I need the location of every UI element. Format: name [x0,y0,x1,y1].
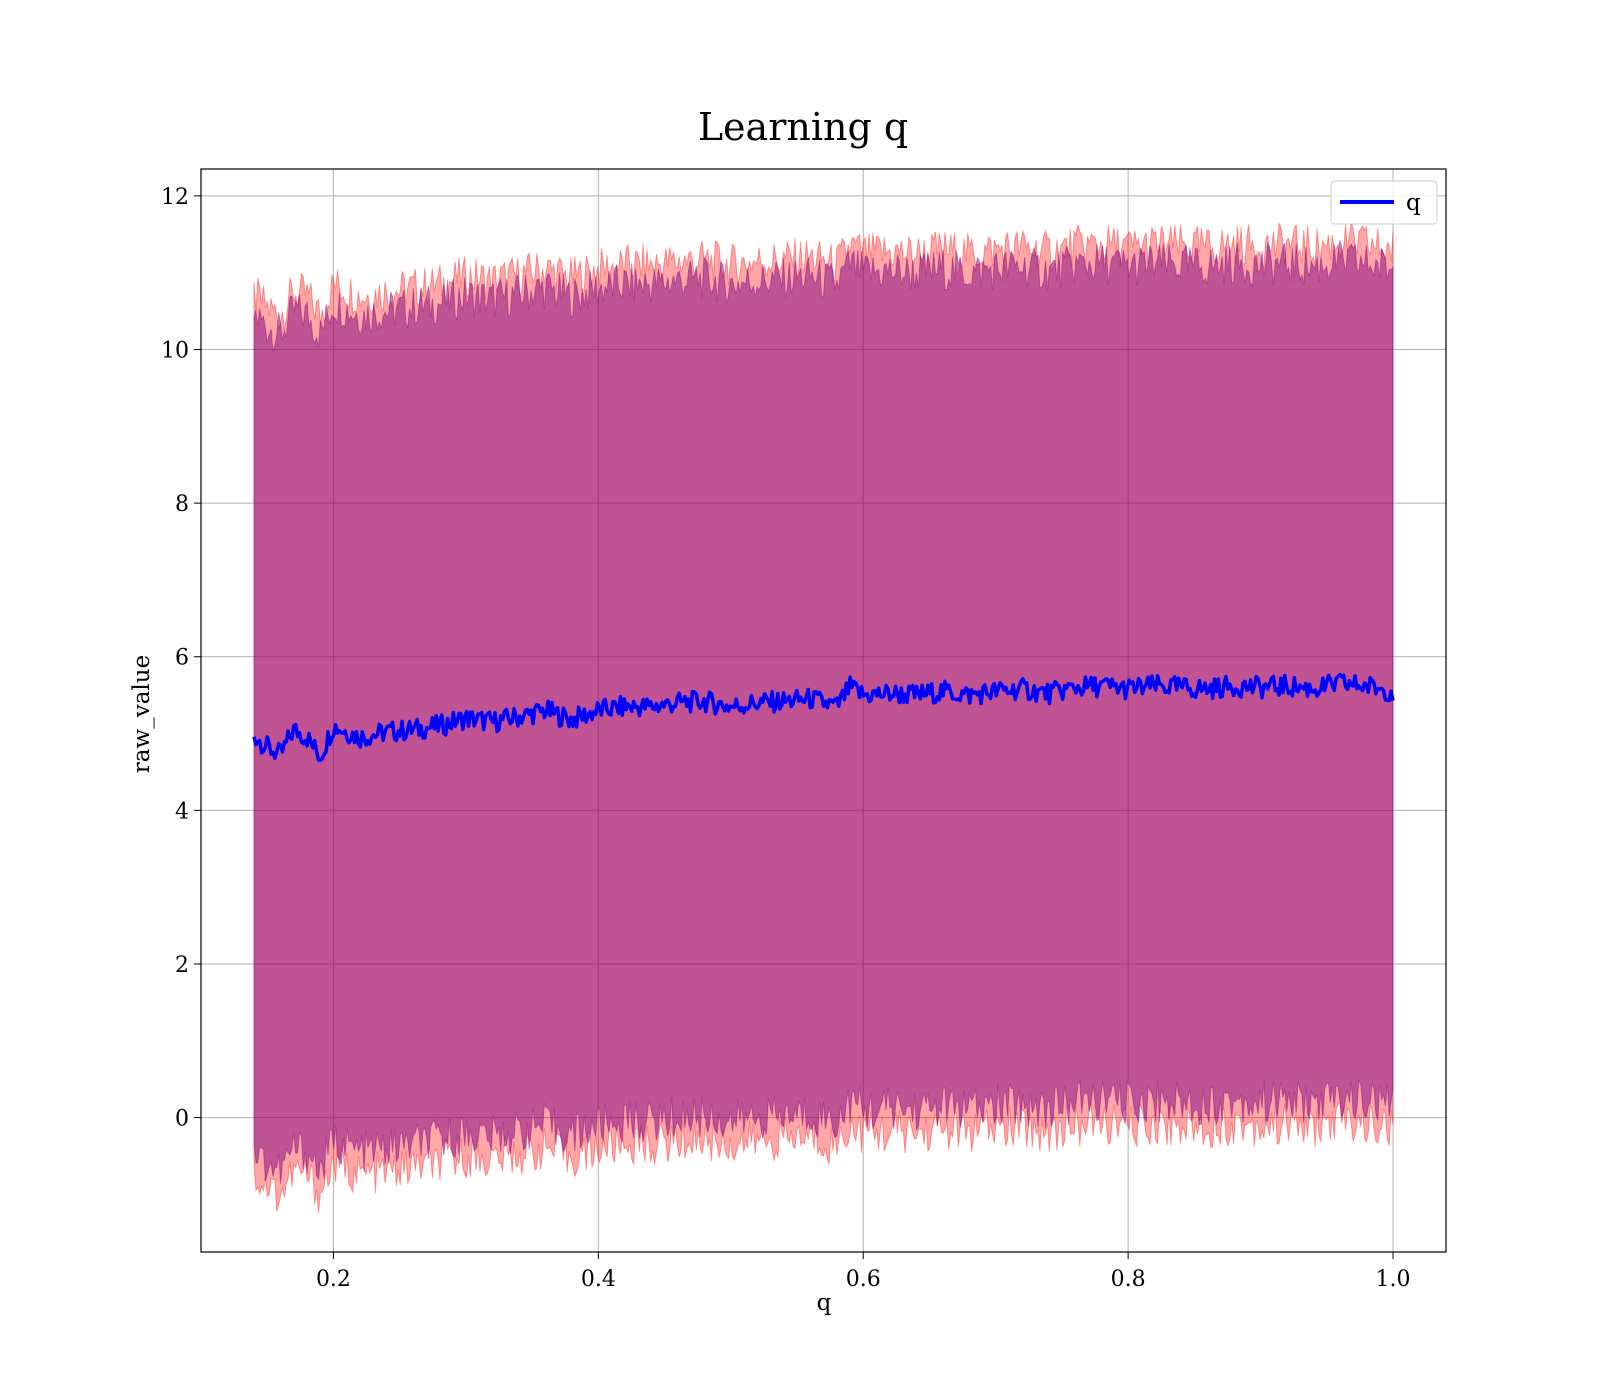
x-axis-label: q [817,1290,832,1316]
plot-area: 0.2 0.4 0.6 0.8 1.0 0 2 4 6 8 10 12 [161,168,1447,1292]
x-tick-label: 0.2 [316,1267,351,1292]
x-tick-label: 0.8 [1111,1267,1146,1292]
y-tick-label: 10 [161,339,189,364]
y-tick-label: 2 [175,953,189,978]
y-tick-label: 8 [175,492,189,517]
legend-label-q: q [1406,190,1421,216]
y-tick-label: 4 [175,799,189,824]
x-tick-label: 0.6 [846,1267,881,1292]
x-tick-label: 0.4 [581,1267,616,1292]
x-tick-label: 1.0 [1376,1267,1411,1292]
chart-title: Learning q [698,105,908,149]
series-line-q [252,672,1395,762]
axes-frame [200,168,1447,1253]
y-axis-label: raw_value [129,655,155,773]
y-tick-label: 12 [161,185,189,210]
y-tick-label: 6 [175,646,189,671]
y-tick-label: 0 [175,1107,189,1132]
legend: q [1330,180,1438,225]
inner-band [253,240,1394,1184]
